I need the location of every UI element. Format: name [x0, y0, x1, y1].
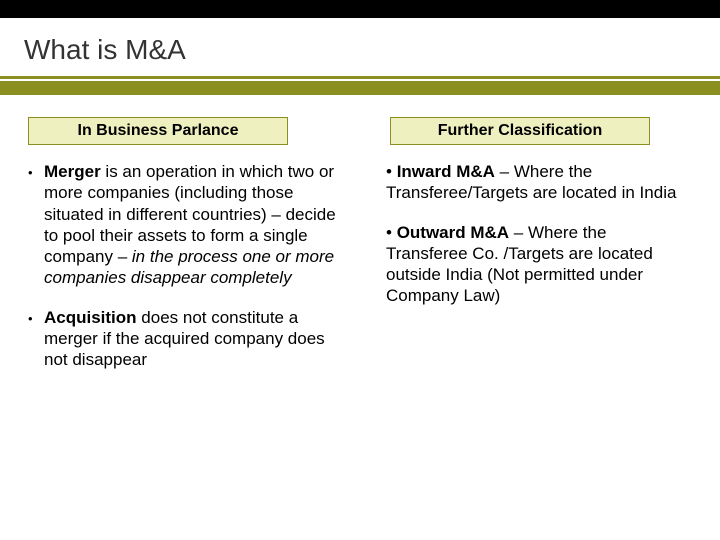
bold-term: Merger [44, 162, 101, 181]
list-item: • Merger is an operation in which two or… [28, 161, 340, 289]
slide-title: What is M&A [24, 34, 720, 66]
olive-thin-line [0, 76, 720, 79]
content-columns: In Business Parlance • Merger is an oper… [0, 95, 720, 388]
bullet-text: Acquisition does not constitute a merger… [44, 307, 340, 371]
olive-divider [0, 76, 720, 95]
bold-term: Acquisition [44, 308, 137, 327]
olive-thick-line [0, 81, 720, 95]
left-column-header: In Business Parlance [28, 117, 288, 145]
bullet-text: • Outward M&A – Where the Transferee Co.… [386, 222, 692, 307]
list-item: • Inward M&A – Where the Transferee/Targ… [386, 161, 692, 204]
bold-term: Inward M&A [397, 162, 495, 181]
bullet-icon: • [28, 307, 44, 371]
bullet-icon: • [28, 161, 44, 289]
list-item: • Acquisition does not constitute a merg… [28, 307, 340, 371]
bullet-text: Merger is an operation in which two or m… [44, 161, 340, 289]
bullet-text: • Inward M&A – Where the Transferee/Targ… [386, 161, 692, 204]
top-black-bar [0, 0, 720, 18]
right-column-header: Further Classification [390, 117, 650, 145]
list-item: • Outward M&A – Where the Transferee Co.… [386, 222, 692, 307]
left-column: In Business Parlance • Merger is an oper… [28, 117, 340, 388]
bold-term: Outward M&A [397, 223, 509, 242]
title-area: What is M&A [0, 18, 720, 76]
right-column: Further Classification • Inward M&A – Wh… [380, 117, 692, 388]
